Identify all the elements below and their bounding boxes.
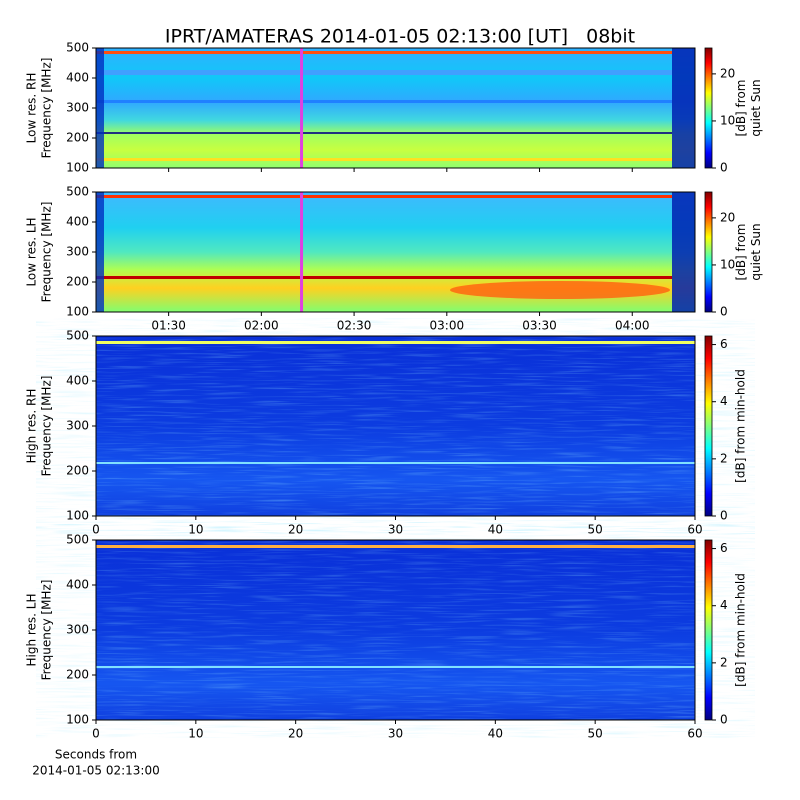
- x-tick-label: 03:30: [522, 319, 557, 333]
- x-tick-label: 0: [92, 523, 100, 537]
- x-tick-label: 20: [288, 727, 303, 741]
- colorbar-tick-label: 6: [720, 337, 728, 351]
- x-tick-label: 02:00: [244, 319, 279, 333]
- y-tick-label: 200: [66, 275, 89, 289]
- colorbar: [704, 47, 713, 169]
- x-tick-label: 10: [188, 523, 203, 537]
- spectrogram-image: [96, 48, 695, 720]
- y-tick-label: 100: [66, 509, 89, 523]
- y-tick-label: 400: [66, 374, 89, 388]
- x-tick-label: 30: [388, 727, 403, 741]
- x-tick-label: 40: [488, 523, 503, 537]
- y-tick-label: 500: [66, 329, 89, 343]
- y-tick-label: 500: [66, 41, 89, 55]
- y-axis-label: High res. LH: [25, 593, 39, 666]
- colorbar-tick-label: 0: [720, 713, 728, 727]
- colorbar-label: quiet Sun: [749, 223, 763, 280]
- x-tick-label: 30: [388, 523, 403, 537]
- x-tick-label: 50: [588, 727, 603, 741]
- y-tick-label: 300: [66, 419, 89, 433]
- y-tick-label: 100: [66, 305, 89, 319]
- colorbar-tick-label: 20: [720, 210, 735, 224]
- y-axis-label: Low res. RH: [25, 73, 39, 144]
- x-axis-label: 2014-01-05 02:13:00: [32, 764, 159, 778]
- colorbar-label: [dB] from: [734, 80, 748, 137]
- colorbar-tick-label: 6: [720, 541, 728, 555]
- colorbar: [704, 335, 713, 517]
- y-tick-label: 200: [66, 464, 89, 478]
- x-tick-label: 20: [288, 523, 303, 537]
- colorbar-tick-label: 4: [720, 394, 728, 408]
- colorbar-tick-label: 20: [720, 66, 735, 80]
- y-tick-label: 500: [66, 533, 89, 547]
- colorbar: [704, 539, 713, 721]
- y-tick-label: 300: [66, 245, 89, 259]
- colorbar-tick-label: 0: [720, 161, 728, 175]
- y-tick-label: 200: [66, 131, 89, 145]
- colorbar-label: quiet Sun: [749, 79, 763, 136]
- y-axis-label: Low res. LH: [25, 217, 39, 286]
- y-tick-label: 100: [66, 161, 89, 175]
- colorbar: [704, 191, 713, 313]
- x-tick-label: 50: [588, 523, 603, 537]
- x-tick-label: 40: [488, 727, 503, 741]
- colorbar-label: [dB] from min-hold: [734, 369, 748, 483]
- x-tick-label: 60: [687, 523, 702, 537]
- y-tick-label: 400: [66, 71, 89, 85]
- colorbar-label: [dB] from min-hold: [734, 573, 748, 687]
- x-tick-label: 02:30: [337, 319, 372, 333]
- x-tick-label: 01:30: [151, 319, 186, 333]
- y-axis-label: Frequency [MHz]: [40, 376, 54, 477]
- colorbar-tick-label: 2: [720, 451, 728, 465]
- x-tick-label: 03:00: [430, 319, 465, 333]
- x-tick-label: 04:00: [615, 319, 650, 333]
- y-axis-label: Frequency [MHz]: [40, 58, 54, 159]
- x-tick-label: 60: [687, 727, 702, 741]
- y-axis-label: Frequency [MHz]: [40, 202, 54, 303]
- y-tick-label: 300: [66, 623, 89, 637]
- colorbar-tick-label: 10: [720, 257, 735, 271]
- colorbar-tick-label: 10: [720, 113, 735, 127]
- y-tick-label: 400: [66, 215, 89, 229]
- colorbar-tick-label: 2: [720, 655, 728, 669]
- colorbar-tick-label: 0: [720, 305, 728, 319]
- y-tick-label: 100: [66, 713, 89, 727]
- y-tick-label: 500: [66, 185, 89, 199]
- y-tick-label: 300: [66, 101, 89, 115]
- y-tick-label: 400: [66, 578, 89, 592]
- x-tick-label: 10: [188, 727, 203, 741]
- y-axis-label: High res. RH: [25, 389, 39, 464]
- x-axis-label: Seconds from: [55, 748, 137, 762]
- colorbar-tick-label: 4: [720, 598, 728, 612]
- colorbar-tick-label: 0: [720, 509, 728, 523]
- y-tick-label: 200: [66, 668, 89, 682]
- y-axis-label: Frequency [MHz]: [40, 580, 54, 681]
- chart-title: IPRT/AMATERAS 2014-01-05 02:13:00 [UT] 0…: [165, 26, 635, 48]
- x-tick-label: 0: [92, 727, 100, 741]
- colorbar-label: [dB] from: [734, 224, 748, 281]
